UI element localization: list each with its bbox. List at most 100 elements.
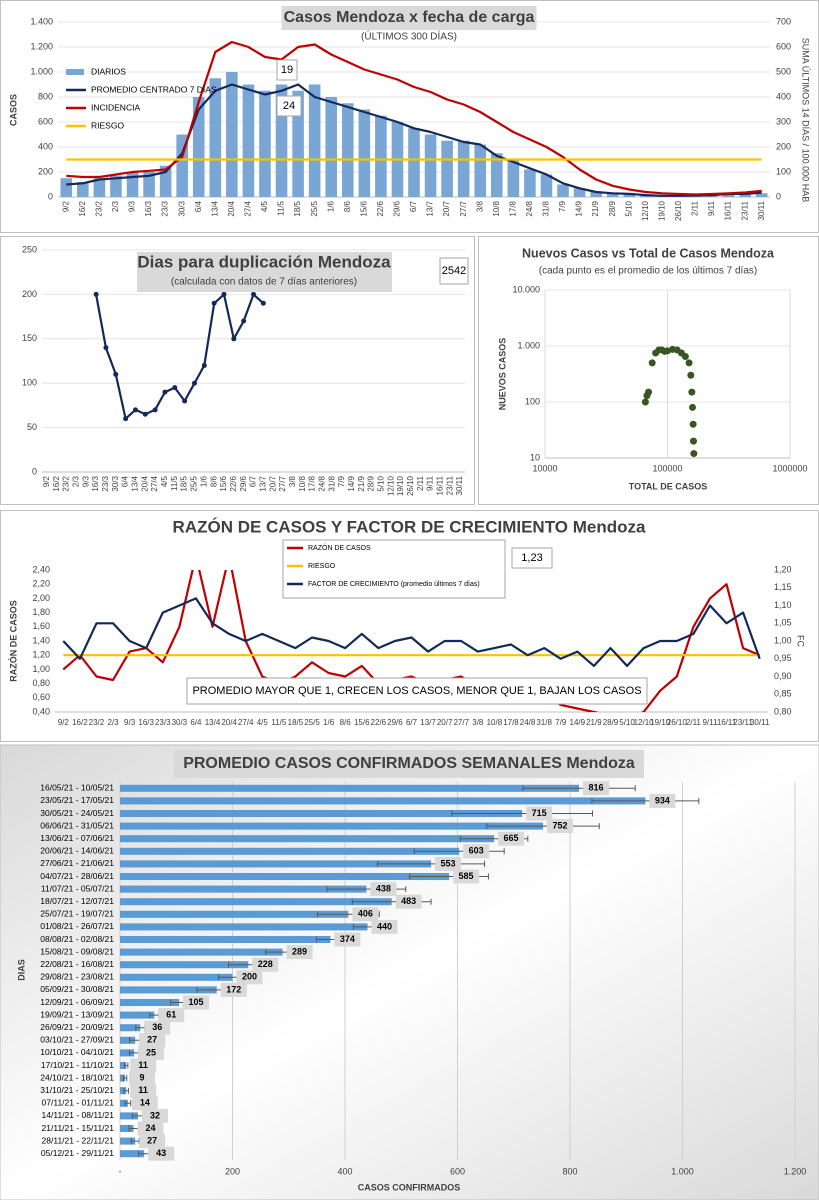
data-label: 200 [242,972,257,982]
bar [120,872,450,881]
x-tick-label: 9/2 [58,718,70,727]
x-tick-label: 8/6 [340,718,352,727]
data-label: 172 [226,984,241,994]
data-label: 752 [552,820,567,830]
data-label-box [130,1083,157,1098]
data-label: 585 [459,871,474,881]
data-label-box [435,856,462,871]
data-label-box [252,957,279,972]
point [689,420,697,428]
x-tick-label: 17/8 [308,475,317,491]
data-label: 715 [532,808,547,818]
y-tick-label: 27/06/21 - 21/06/21 [40,858,114,868]
line [62,570,761,712]
error-bar [451,810,593,817]
bar [120,923,368,931]
x-tick-label: 2/3 [111,200,120,212]
y2-tick-label: 300 [776,116,791,126]
x-tick-label: 4/5 [257,718,269,727]
error-bar [122,1075,128,1082]
data-label: 27 [147,1035,157,1045]
data-label-box [649,793,676,808]
x-axis-label: CASOS CONFIRMADOS [358,1182,461,1192]
bar [739,193,751,197]
annotation: 2542 [442,265,466,277]
y-axis-label: RAZÓN DE CASOS [7,600,18,682]
x-tick-label: 1/6 [323,718,335,727]
y-tick-label: 19/09/21 - 13/09/21 [40,1009,114,1019]
x-tick-label: 29/6 [393,200,402,216]
annotation-box [276,59,298,81]
data-label: 603 [469,846,484,856]
y-tick-label: 08/08/21 - 02/08/21 [40,934,114,944]
bar [176,134,188,197]
annotation: 1,23 [521,552,542,564]
bar [292,90,304,197]
x-tick-label: - [119,1166,122,1176]
data-label-box [583,781,609,796]
y-tick-label: 21/11/21 - 15/11/21 [42,1123,115,1133]
x-tick-label: 16/11 [436,475,445,495]
x-tick-label: 30/3 [111,475,120,491]
y-tick-label: 600 [38,116,53,126]
x-tick-label: 5/10 [376,475,385,491]
y-tick-label: 1.000 [30,66,53,76]
x-tick-label: 3/8 [472,718,484,727]
y-tick-label: 0,40 [32,706,50,716]
x-tick-label: 1.000 [671,1166,694,1176]
legend-label: RIESGO [91,120,124,130]
point [689,403,697,411]
y-tick-label: 18/07/21 - 12/07/21 [40,896,114,906]
x-tick-label: 10/8 [487,718,503,727]
data-label-box [236,970,263,985]
x-tick-label: 11/5 [170,475,179,491]
x-tick-label: 14/9 [347,475,356,491]
data-label-box [137,1121,164,1136]
y-tick-label: 26/09/21 - 20/09/21 [40,1022,114,1032]
legend-label: DIARIOS [91,66,126,76]
data-label: 32 [150,1110,160,1120]
x-tick-label: 27/4 [150,475,159,491]
bar [120,961,249,969]
point [152,407,158,413]
x-tick-label: 6/7 [409,200,418,212]
y-tick-label: 1,40 [32,635,50,645]
y-tick-label: 1,60 [32,621,50,631]
y-tick-label: 100 [22,378,37,388]
y-tick-label: 1.400 [30,16,53,26]
x-tick-label: 100000 [652,463,682,473]
annotation: 19 [281,64,293,76]
x-tick-label: 29/6 [387,718,403,727]
x-tick-label: 4/5 [260,200,269,212]
x-tick-label: 18/5 [293,200,302,216]
bar [120,885,367,893]
data-label-box [370,882,397,897]
x-tick-label: 3/8 [475,200,484,212]
x-tick-label: 23/2 [62,475,71,491]
y2-tick-label: 400 [776,91,791,101]
bar [120,1074,126,1082]
x-tick-label: 22/6 [229,475,238,491]
bar [120,910,349,918]
x-tick-label: 4/5 [160,475,169,487]
y-tick-label: 0 [48,191,53,201]
x-tick-label: 6/7 [406,718,418,727]
point [201,362,207,368]
data-label-box [131,1096,158,1111]
bar [120,898,392,906]
x-tick-label: 9/2 [61,200,70,212]
bar [120,1036,136,1044]
y-tick-label: 11/07/21 - 05/07/21 [41,883,114,893]
point [689,437,697,445]
y-axis-label: CASOS [8,94,18,126]
data-label: 27 [147,1135,157,1145]
y2-tick-label: 700 [776,16,791,26]
x-tick-label: 17/8 [508,200,517,216]
bar [341,103,354,197]
bar [557,184,569,197]
x-tick-label: 14/9 [575,200,584,216]
x-tick-label: 16/3 [144,200,153,216]
x-tick-label: 5/10 [619,718,635,727]
bar [120,1049,135,1057]
y-tick-label: 150 [22,333,37,343]
